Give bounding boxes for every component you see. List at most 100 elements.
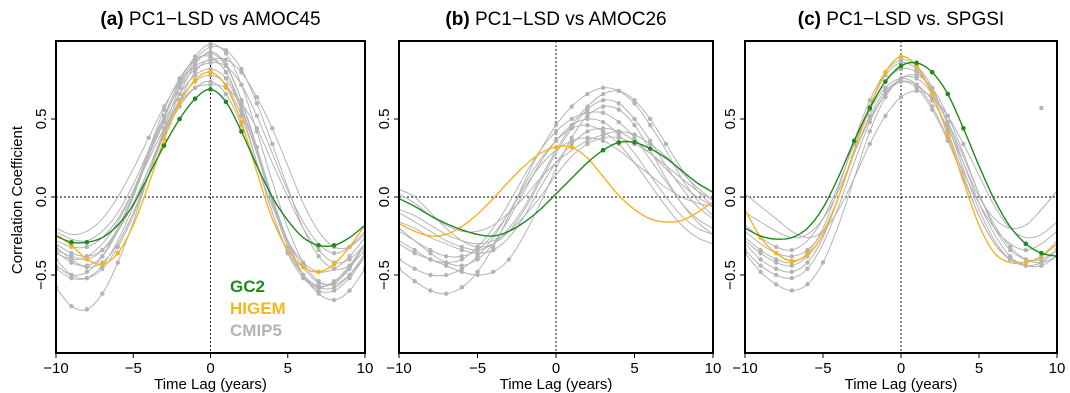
cmip5-point	[663, 141, 669, 147]
panel-1: −10 −5 0 5 10 −0.5 0.0 0.5 Time Lag (years) (a) P…	[33, 9, 373, 393]
cmip5-series	[56, 54, 365, 290]
cmip5-point	[616, 101, 621, 106]
y-tick-label: 0.5	[376, 109, 393, 130]
cmip5-point	[569, 104, 574, 109]
cmip5-point	[208, 60, 213, 66]
y-tick-label: 0.0	[33, 187, 50, 208]
cmip5-point	[569, 123, 574, 128]
cmip5-point	[84, 254, 90, 259]
cmip5-point	[585, 113, 590, 119]
cmip5-point	[208, 73, 213, 78]
cmip5-point	[459, 263, 464, 268]
cmip5-point	[616, 135, 621, 140]
cmip5-point	[347, 254, 352, 259]
cmip5-point	[412, 266, 417, 271]
cmip5-point	[774, 244, 779, 250]
cmip5-point	[192, 66, 198, 72]
higem-point	[569, 144, 574, 150]
cmip5-point	[930, 98, 935, 103]
cmip5-point	[585, 110, 590, 115]
gc2-point	[69, 239, 74, 245]
higem-point	[1023, 260, 1029, 265]
gc2-point	[192, 96, 198, 102]
cmip5-point	[774, 257, 779, 262]
cmip5-point	[475, 247, 480, 253]
cmip5-point	[632, 123, 637, 128]
gc2-point	[914, 60, 919, 66]
cmip5-point	[867, 141, 872, 147]
cmip5-point	[316, 288, 321, 293]
cmip5-point	[600, 129, 606, 134]
cmip5-point	[553, 129, 559, 134]
cmip5-point	[223, 51, 229, 56]
panel-2: −10 −5 0 5 10 −0.5 0.0 0.5 Time Lag (years) (b) P…	[376, 9, 721, 393]
cmip5-point	[585, 107, 590, 112]
gc2-point	[600, 147, 606, 153]
cmip5-point	[805, 260, 810, 265]
cmip5-point	[867, 98, 872, 103]
cmip5-point	[331, 288, 337, 293]
cmip5-series	[399, 135, 713, 259]
cmip5-point	[208, 79, 213, 84]
cmip5-point	[192, 70, 198, 75]
cmip5-point	[347, 257, 352, 262]
cmip5-line	[399, 136, 713, 245]
x-axis-label: Time Lag (years)	[154, 376, 267, 393]
cmip5-line	[399, 127, 713, 254]
cmip5-point	[789, 254, 794, 259]
cmip5-point	[192, 57, 198, 62]
cmip5-point	[914, 73, 919, 78]
cmip5-line	[399, 105, 713, 276]
gc2-point	[316, 243, 321, 248]
higem-point	[331, 261, 337, 267]
panel-title: (a) PC1−LSD vs AMOC45	[100, 9, 320, 30]
cmip5-point	[585, 116, 590, 122]
cmip5-point	[789, 263, 794, 268]
legend-entry-gc2: GC2	[230, 277, 265, 296]
y-axis-label: Correlation Coefficient	[9, 125, 26, 274]
cmip5-point	[192, 54, 198, 59]
cmip5-point	[600, 104, 606, 109]
cmip5-point	[316, 254, 321, 259]
higem-point	[316, 269, 321, 275]
y-tick-label: −0.5	[33, 260, 50, 290]
higem-point	[789, 258, 795, 264]
cmip5-point	[161, 129, 167, 134]
cmip5-point	[254, 113, 260, 119]
gc2-point	[223, 99, 229, 105]
cmip5-point	[177, 91, 182, 97]
cmip5-point	[867, 129, 872, 134]
cmip5-point	[177, 76, 182, 81]
cmip5-series	[745, 57, 1057, 268]
gc2-point	[632, 140, 637, 145]
cmip5-point	[208, 57, 213, 62]
gc2-point	[161, 143, 167, 148]
y-tick-label: 0.0	[722, 187, 739, 208]
cmip5-point	[789, 288, 794, 293]
cmip5-point	[192, 63, 198, 69]
cmip5-point	[208, 45, 213, 50]
cmip5-point	[316, 285, 321, 290]
cmip5-point	[930, 85, 935, 91]
cmip5-point	[459, 285, 464, 290]
cmip5-point	[600, 126, 606, 131]
cmip5-line	[745, 90, 1057, 239]
cmip5-point	[632, 101, 637, 106]
cmip5-line	[745, 81, 1057, 264]
higem-point	[192, 77, 198, 83]
cmip5-point	[475, 254, 480, 259]
higem-point	[945, 132, 951, 137]
cmip5-point	[898, 66, 904, 72]
cmip5-line	[399, 137, 713, 258]
cmip5-point	[475, 250, 480, 256]
cmip5-point	[84, 263, 90, 268]
cmip5-point	[100, 291, 105, 296]
cmip5-point	[774, 260, 779, 265]
cmip5-point	[239, 70, 244, 75]
cmip5-point	[331, 279, 337, 284]
cmip5-point	[553, 123, 559, 128]
cmip5-point	[600, 138, 606, 144]
cmip5-point	[898, 76, 904, 81]
cmip5-point	[632, 116, 637, 122]
